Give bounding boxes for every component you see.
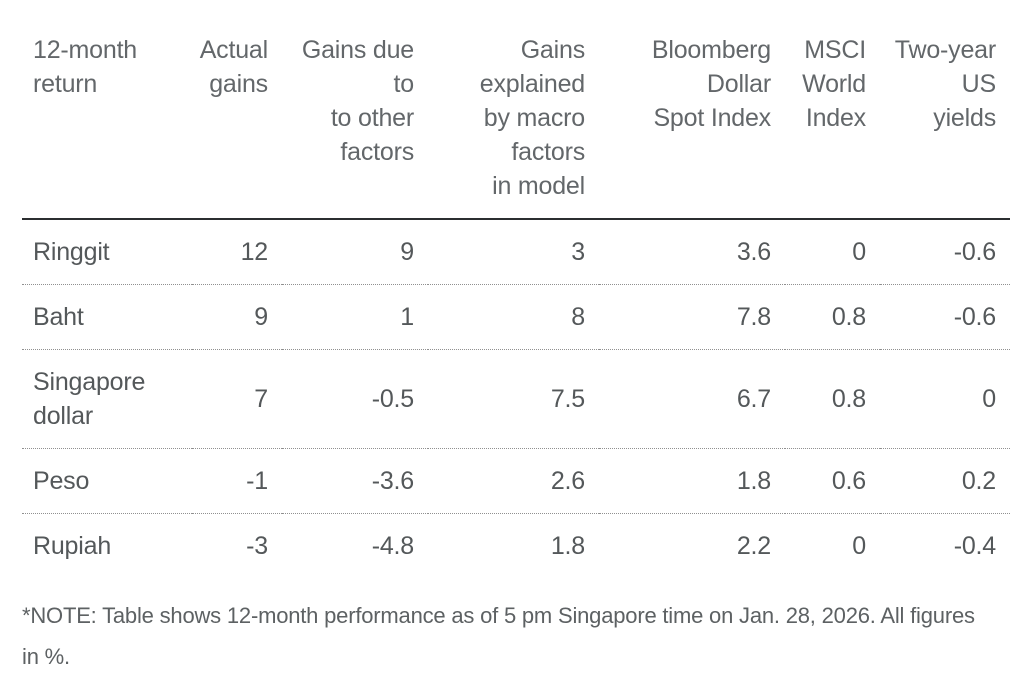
column-header-actual-gains: Actual gains — [199, 36, 268, 98]
table-cell: 3 — [571, 238, 585, 266]
table-cell: -0.4 — [953, 532, 996, 560]
table-cell: 2.6 — [550, 467, 585, 495]
column-header-bloomberg-dollar-spot-index: Bloomberg Dollar Spot Index — [651, 36, 771, 132]
table-cell: 7 — [254, 385, 268, 413]
header-row: 12-month return Actual gains Gains due t… — [22, 25, 1010, 219]
column-header-gains-other-factors: Gains due to to other factors — [301, 36, 414, 166]
table-cell: 0 — [852, 532, 866, 560]
table-cell: 1 — [400, 303, 414, 331]
column-header-two-year-us-yields: Two-year US yields — [894, 36, 996, 132]
table-cell: 0 — [852, 238, 866, 266]
row-header-currency: Ringgit — [33, 238, 110, 266]
row-header-currency: Peso — [33, 467, 90, 495]
table-row-rupiah: Rupiah -3 -4.8 1.8 2.2 0 -0.4 — [22, 514, 1010, 579]
table-cell: -0.5 — [371, 385, 414, 413]
table-cell: -0.6 — [953, 303, 996, 331]
table-cell: -0.6 — [953, 238, 996, 266]
table-cell: -4.8 — [371, 532, 414, 560]
table-cell: 8 — [571, 303, 585, 331]
table-cell: 3.6 — [736, 238, 771, 266]
table-cell: 7.8 — [736, 303, 771, 331]
table-row-baht: Baht 9 1 8 7.8 0.8 -0.6 — [22, 285, 1010, 350]
table-cell: 2.2 — [736, 532, 771, 560]
table-cell: 0.8 — [831, 303, 866, 331]
table-cell: 12 — [240, 238, 269, 266]
table-cell: -1 — [246, 467, 268, 495]
column-header-12-month-return: 12-month return — [33, 36, 138, 98]
table-row-ringgit: Ringgit 12 9 3 3.6 0 -0.6 — [22, 219, 1010, 285]
table-cell: -3 — [246, 532, 268, 560]
table-row-peso: Peso -1 -3.6 2.6 1.8 0.6 0.2 — [22, 449, 1010, 514]
column-header-msci-world-index: MSCI World Index — [802, 36, 866, 132]
table-cell: 0.2 — [961, 467, 996, 495]
table-cell: 0 — [982, 385, 996, 413]
table-cell: 0.8 — [831, 385, 866, 413]
table-cell: 1.8 — [736, 467, 771, 495]
table-cell: 9 — [400, 238, 414, 266]
table-cell: -3.6 — [371, 467, 414, 495]
table-cell: 1.8 — [550, 532, 585, 560]
column-header-gains-macro-factors: Gains explained by macro factors in mode… — [479, 36, 585, 200]
row-header-currency: Baht — [33, 303, 84, 331]
footnote: *NOTE: Table shows 12-month performance … — [22, 603, 975, 669]
currency-returns-figure: 12-month return Actual gains Gains due t… — [0, 25, 1024, 681]
table-cell: 7.5 — [550, 385, 585, 413]
returns-table: 12-month return Actual gains Gains due t… — [22, 25, 1010, 578]
table-cell: 6.7 — [736, 385, 771, 413]
table-cell: 0.6 — [831, 467, 866, 495]
table-row-singapore-dollar: Singapore dollar 7 -0.5 7.5 6.7 0.8 0 — [22, 350, 1010, 449]
row-header-currency: Singapore dollar — [33, 368, 146, 430]
row-header-currency: Rupiah — [33, 532, 112, 560]
table-cell: 9 — [254, 303, 268, 331]
